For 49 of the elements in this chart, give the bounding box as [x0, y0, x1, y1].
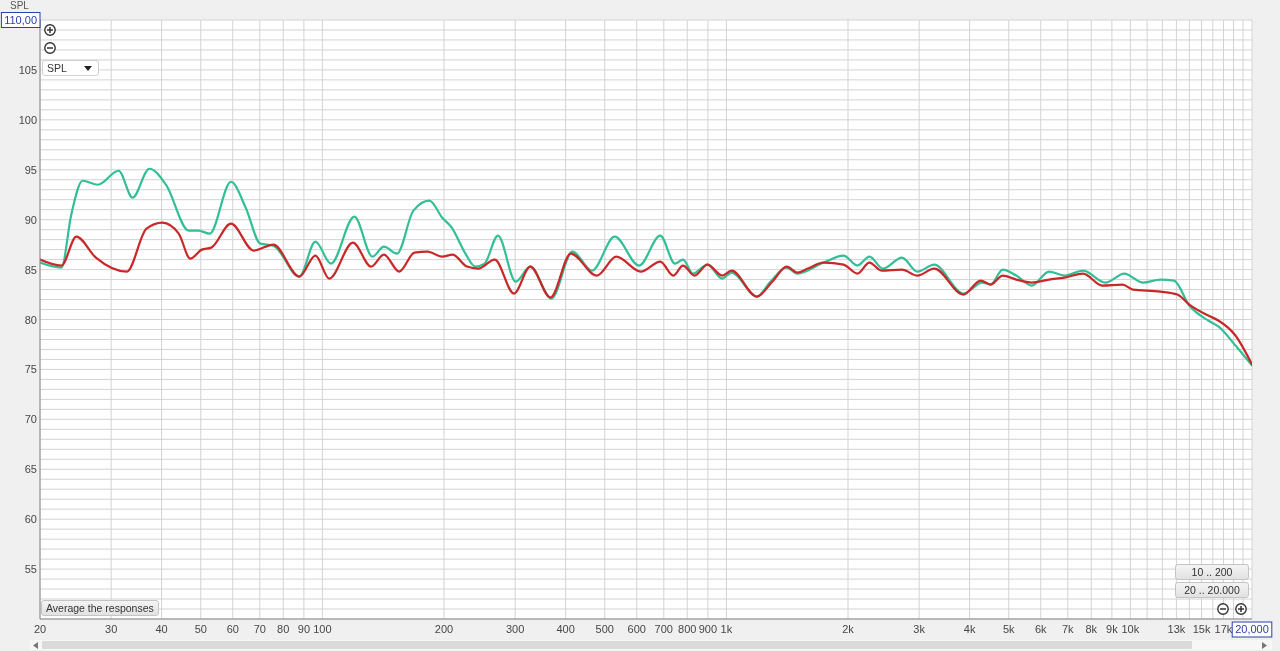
x-tick-label: 15k — [1192, 623, 1211, 635]
y-tick-label: 105 — [18, 63, 37, 76]
y-tick-label: 80 — [24, 313, 37, 326]
button: Average the responses — [41, 600, 159, 616]
x-tick-label: 80 — [277, 623, 290, 635]
y-tick-label: 75 — [24, 363, 37, 376]
button: 20 .. 20.000 — [1175, 582, 1249, 598]
x-tick-label: 500 — [595, 623, 614, 635]
x-tick-label: 7k — [1061, 623, 1075, 635]
x-tick-label: 20,000 — [1235, 623, 1269, 635]
x-tick-label: 400 — [556, 623, 575, 635]
x-tick-label: 60 — [226, 623, 239, 635]
annotation: SPL — [47, 62, 67, 74]
y-tick-label: 65 — [24, 463, 37, 476]
x-tick-label: 50 — [194, 623, 207, 635]
x-tick-label: 8k — [1085, 623, 1098, 635]
x-tick-label: 700 — [654, 623, 673, 635]
y-tick-label: 70 — [24, 413, 37, 426]
x-tick-label: 70 — [253, 623, 266, 635]
x-tick-label: 4k — [963, 623, 976, 635]
y-tick-label: 100 — [18, 113, 37, 126]
x-tick-label: 100 — [313, 623, 332, 635]
button: 10 .. 200 — [1175, 564, 1249, 580]
x-tick-label: 17k — [1214, 623, 1233, 635]
x-tick-label: 9k — [1106, 623, 1119, 635]
x-tick-label: 1k — [720, 623, 733, 635]
x-tick-label: 10k — [1121, 623, 1140, 635]
y-axis-title: SPL — [10, 0, 29, 12]
x-tick-label: 600 — [627, 623, 646, 635]
x-tick-label: 40 — [155, 623, 168, 635]
x-tick-label: 2k — [842, 623, 855, 635]
x-tick-label: 3k — [913, 623, 926, 635]
y-tick-label: 110,00 — [4, 14, 37, 26]
x-tick-label: 5k — [1002, 623, 1016, 635]
dropdown: SPL — [42, 60, 99, 76]
x-tick-label: 6k — [1034, 623, 1048, 635]
y-tick-label: 60 — [24, 513, 37, 526]
x-tick-label: 90 — [297, 623, 311, 635]
x-tick-label: 300 — [505, 623, 525, 635]
x-tick-label: 200 — [434, 623, 454, 635]
y-tick-label: 85 — [24, 263, 37, 276]
x-tick-label: 13k — [1167, 623, 1186, 635]
y-tick-label: 95 — [24, 163, 37, 176]
x-tick-label: 900 — [698, 623, 718, 635]
x-tick-label: 20 — [33, 623, 47, 635]
x-tick-label: 30 — [105, 623, 118, 635]
y-tick-label: 90 — [24, 213, 37, 226]
x-tick-label: 800 — [678, 623, 697, 635]
y-tick-label: 55 — [24, 563, 37, 576]
